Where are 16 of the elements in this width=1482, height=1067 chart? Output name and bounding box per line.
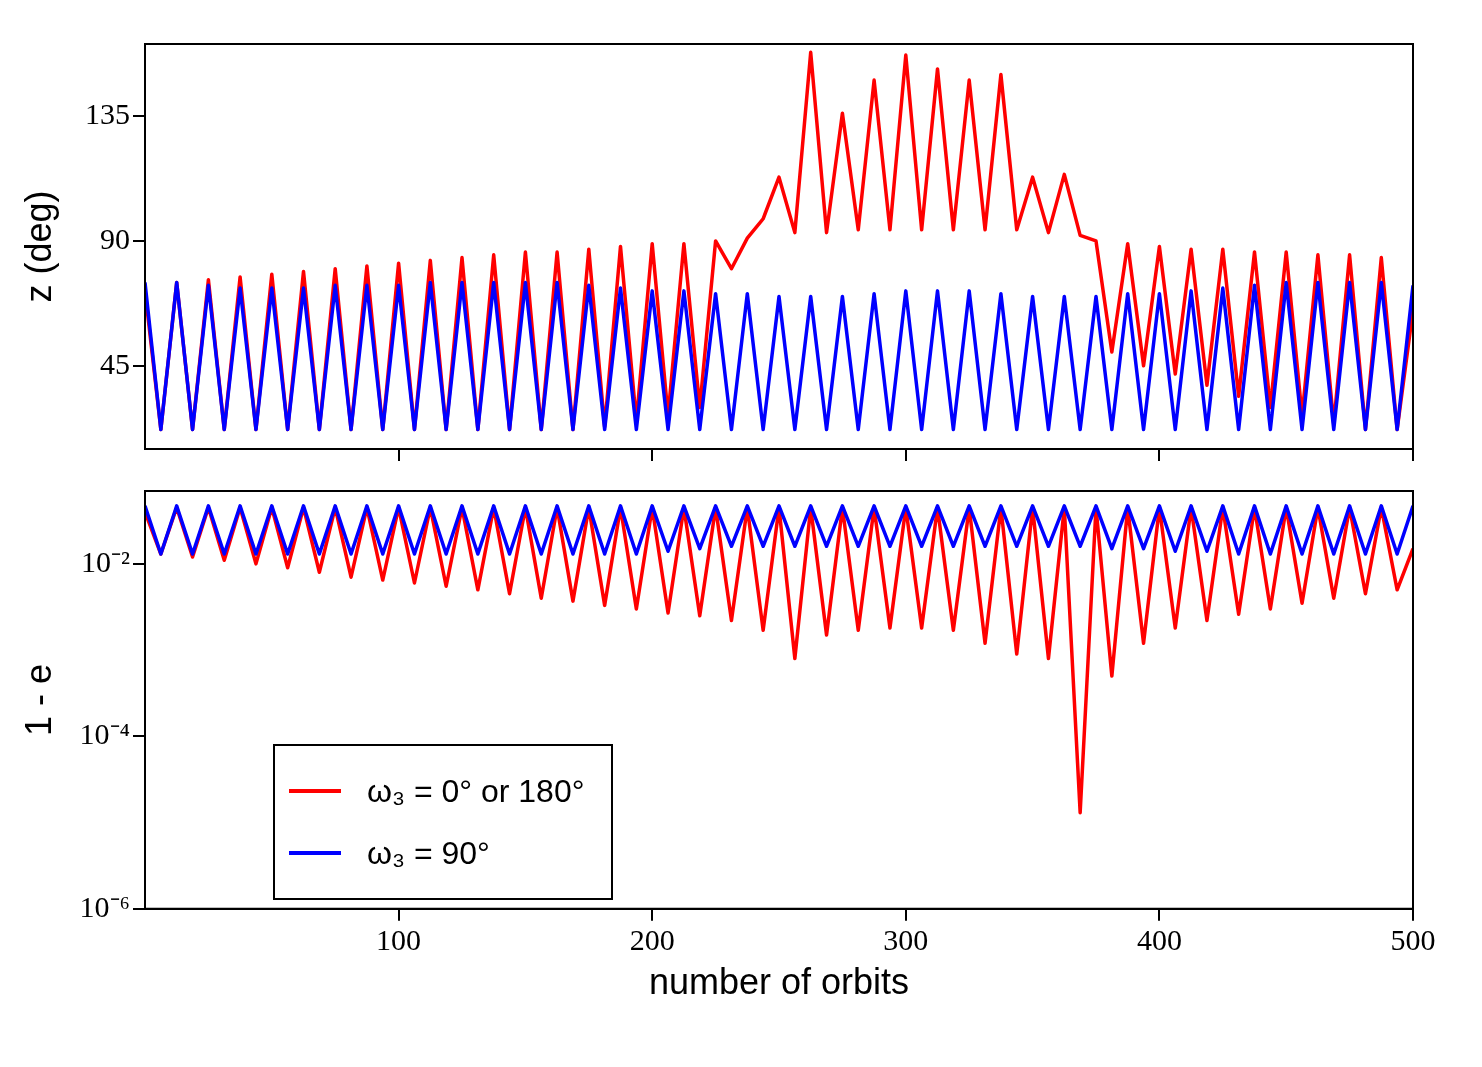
x-tick-label: 400: [1136, 922, 1182, 956]
y-tick-label: 135: [85, 97, 130, 130]
y-tick-label: 90: [100, 221, 130, 255]
x-tick-label: 500: [1390, 922, 1436, 956]
y-tick-label: 10⁻²: [81, 544, 130, 578]
x-axis-title: number of orbits: [648, 961, 910, 1003]
x-tick-label: 200: [629, 922, 675, 956]
y-axis-title: z (deg): [17, 190, 59, 303]
y-tick-label: 45: [100, 346, 130, 380]
y-axis-title: 1 - e: [17, 663, 59, 736]
legend-label: ω₃ = 0° or 180°: [367, 772, 585, 810]
x-tick-label: 300: [883, 922, 929, 956]
legend-label: ω₃ = 90°: [367, 834, 490, 872]
y-tick-label: 10⁻⁶: [79, 889, 130, 923]
y-tick-label: 10⁻⁴: [79, 717, 130, 751]
x-tick-label: 100: [376, 922, 422, 956]
